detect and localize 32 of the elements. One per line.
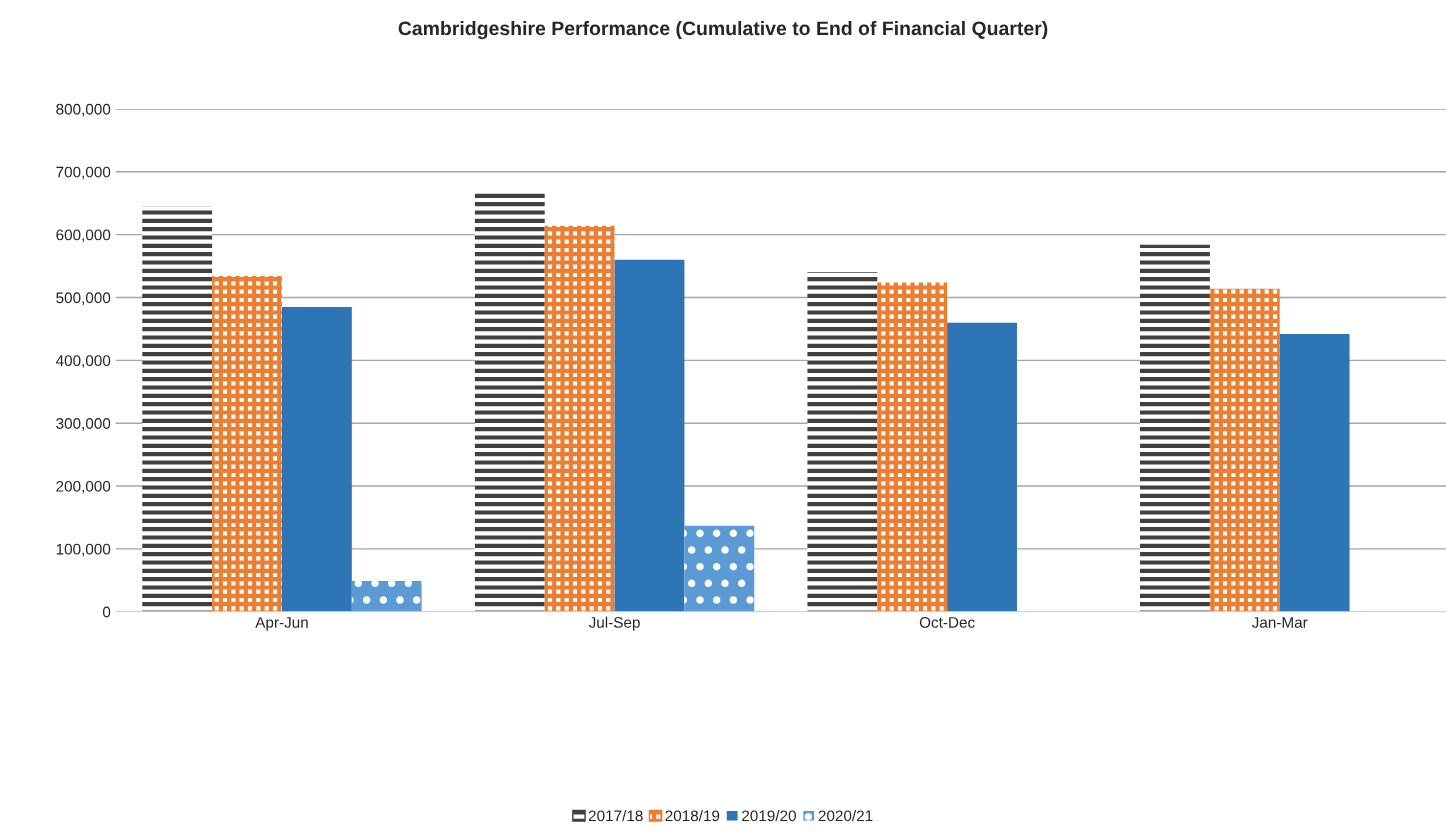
bar — [212, 276, 282, 612]
bar — [1140, 244, 1210, 612]
legend-label: 2020/21 — [818, 810, 873, 822]
chart-title: Cambridgeshire Performance (Cumulative to End of Financial Quarter) — [398, 20, 1048, 40]
legend-label: 2018/19 — [665, 810, 720, 822]
y-tick-label: 500,000 — [56, 292, 111, 305]
legend-label: 2019/20 — [742, 810, 796, 822]
bar — [684, 525, 755, 612]
legend-label: 2017/18 — [588, 810, 643, 822]
y-tick-label: 400,000 — [55, 355, 111, 368]
y-tick-label: 300,000 — [56, 418, 111, 431]
x-tick-label: Oct-Dec — [919, 617, 975, 628]
bar — [807, 272, 878, 612]
bar — [544, 225, 615, 612]
bar — [351, 580, 422, 612]
bar — [614, 259, 685, 612]
y-tick-label: 0 — [102, 606, 111, 618]
y-tick-label: 200,000 — [56, 480, 111, 494]
bar — [947, 322, 1017, 612]
x-tick-label: Jan-Mar — [1251, 617, 1308, 628]
y-tick-label: 800,000 — [56, 103, 111, 117]
y-tick-label: 100,000 — [56, 543, 111, 557]
bar — [474, 190, 545, 612]
y-tick-label: 600,000 — [56, 229, 111, 243]
bar — [1209, 288, 1280, 612]
x-tick-label: Jul-Sep — [588, 616, 640, 631]
bar — [877, 282, 948, 612]
x-tick-label: Apr-Jun — [255, 617, 308, 631]
y-tick-label: 700,000 — [56, 166, 111, 180]
bar — [281, 306, 352, 612]
bar — [142, 206, 213, 612]
bar — [1279, 333, 1350, 612]
